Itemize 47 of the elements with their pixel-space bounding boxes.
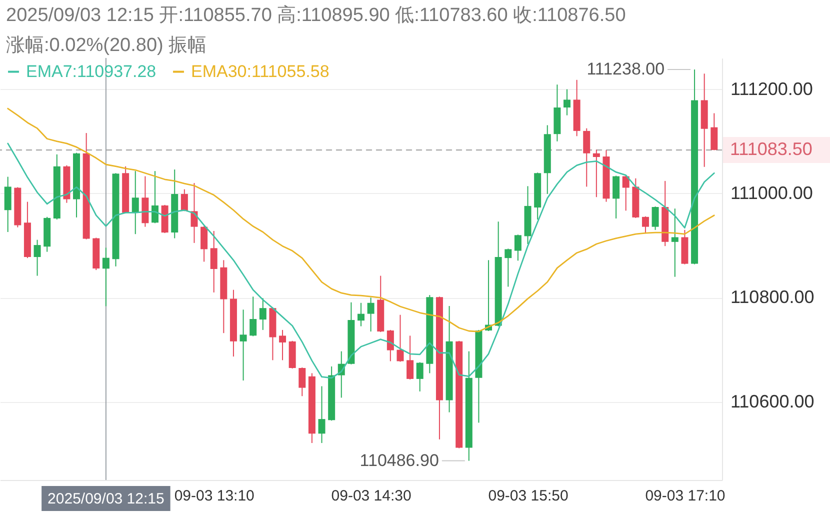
x-tick-label: 09-03 14:30 bbox=[331, 488, 412, 504]
candlestick bbox=[612, 175, 620, 219]
candlestick bbox=[210, 230, 218, 293]
candlestick bbox=[416, 362, 424, 392]
candlestick bbox=[671, 208, 678, 278]
candlestick bbox=[190, 182, 198, 244]
candlestick bbox=[200, 226, 208, 262]
candlestick bbox=[132, 170, 139, 235]
candlestick bbox=[240, 309, 247, 381]
x-tick-label: 09-03 13:10 bbox=[174, 488, 254, 504]
candlestick bbox=[358, 302, 364, 327]
line-series bbox=[7, 142, 715, 379]
candlestick bbox=[151, 170, 158, 224]
legend-label: EMA7:110937.28 bbox=[26, 62, 156, 81]
y-tick-label: 110600.00 bbox=[730, 391, 814, 412]
candlestick bbox=[367, 297, 374, 332]
y-tick-label: 111200.00 bbox=[730, 78, 813, 99]
candlestick bbox=[652, 206, 659, 230]
candlestick bbox=[318, 386, 326, 444]
y-tick-label: 110800.00 bbox=[730, 287, 814, 308]
candlestick bbox=[279, 329, 286, 361]
candlestick bbox=[514, 234, 522, 262]
x-tick-label: 09-03 15:50 bbox=[488, 488, 568, 504]
x-tick-label: 09-03 17:10 bbox=[645, 488, 726, 504]
candlestick bbox=[504, 248, 512, 288]
candlestick bbox=[4, 176, 12, 233]
ref-line-label: 2025/09/03 12:15 bbox=[48, 490, 164, 508]
candlestick bbox=[642, 216, 649, 234]
candlestick bbox=[250, 296, 257, 337]
line-series bbox=[7, 108, 715, 332]
chart-title: 2025/09/03 12:15 开:110855.70 高:110895.90 低:110783.60 收:110876.50 涨幅:0.02%(20.80) 振幅 bbox=[6, 4, 626, 56]
annotation: 110486.90 bbox=[360, 450, 439, 470]
candlestick bbox=[710, 112, 718, 151]
candlestick bbox=[583, 128, 590, 188]
y-tick-label: 111000.00 bbox=[730, 182, 813, 203]
annotation: 111238.00 bbox=[586, 59, 665, 78]
candlestick bbox=[396, 314, 404, 362]
candlestick bbox=[592, 149, 600, 198]
legend-label: EMA30:111055.58 bbox=[191, 62, 330, 81]
candlestick bbox=[386, 329, 394, 362]
candlestick bbox=[102, 247, 110, 307]
candlestick bbox=[298, 366, 306, 397]
candlestick bbox=[564, 88, 571, 116]
candlestick bbox=[406, 335, 414, 380]
ref-line-label: 111083.50 bbox=[730, 138, 812, 159]
candlestick bbox=[259, 298, 266, 330]
candlestick bbox=[34, 239, 41, 276]
